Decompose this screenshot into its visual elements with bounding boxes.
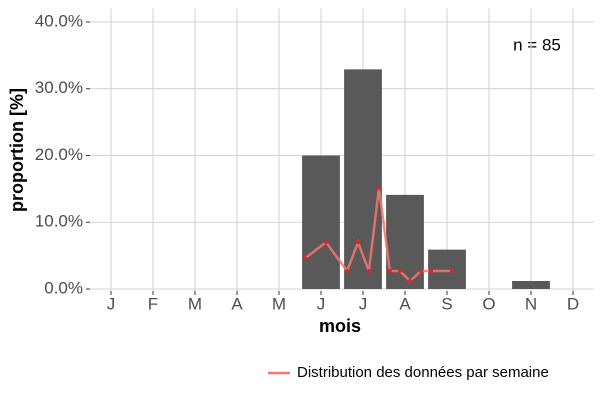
x-tick-label: F — [148, 294, 158, 313]
x-tick-label: A — [399, 294, 411, 313]
point — [450, 268, 455, 273]
y-tick-label: 0.0% — [44, 278, 83, 297]
point — [408, 278, 413, 283]
x-tick-label: M — [272, 294, 286, 313]
x-tick-label: D — [567, 294, 579, 313]
annotation: n = 85 — [513, 35, 561, 54]
x-tick-label: N — [525, 294, 537, 313]
x-axis-title: mois — [319, 316, 361, 336]
point — [355, 240, 360, 245]
point — [376, 186, 381, 191]
y-tick-label: 20.0% — [35, 145, 83, 164]
bar — [428, 249, 466, 289]
x-tick-label: M — [188, 294, 202, 313]
x-tick-label: A — [231, 294, 243, 313]
x-tick-label: J — [359, 294, 368, 313]
x-tick-label: O — [482, 294, 495, 313]
bar — [512, 280, 550, 289]
point — [366, 268, 371, 273]
x-tick-label: J — [317, 294, 326, 313]
x-tick-label: J — [107, 294, 116, 313]
point — [303, 256, 308, 261]
y-axis-title: proportion [%] — [7, 88, 27, 212]
y-tick-label: 30.0% — [35, 78, 83, 97]
point — [387, 268, 392, 273]
point — [418, 268, 423, 273]
point — [324, 240, 329, 245]
point — [345, 268, 350, 273]
point — [397, 268, 402, 273]
y-tick-label: 10.0% — [35, 212, 83, 231]
y-tick-label: 40.0% — [35, 11, 83, 30]
bar — [302, 155, 340, 289]
point — [429, 268, 434, 273]
x-tick-label: S — [441, 294, 452, 313]
legend-label: Distribution des données par semaine — [297, 364, 549, 381]
